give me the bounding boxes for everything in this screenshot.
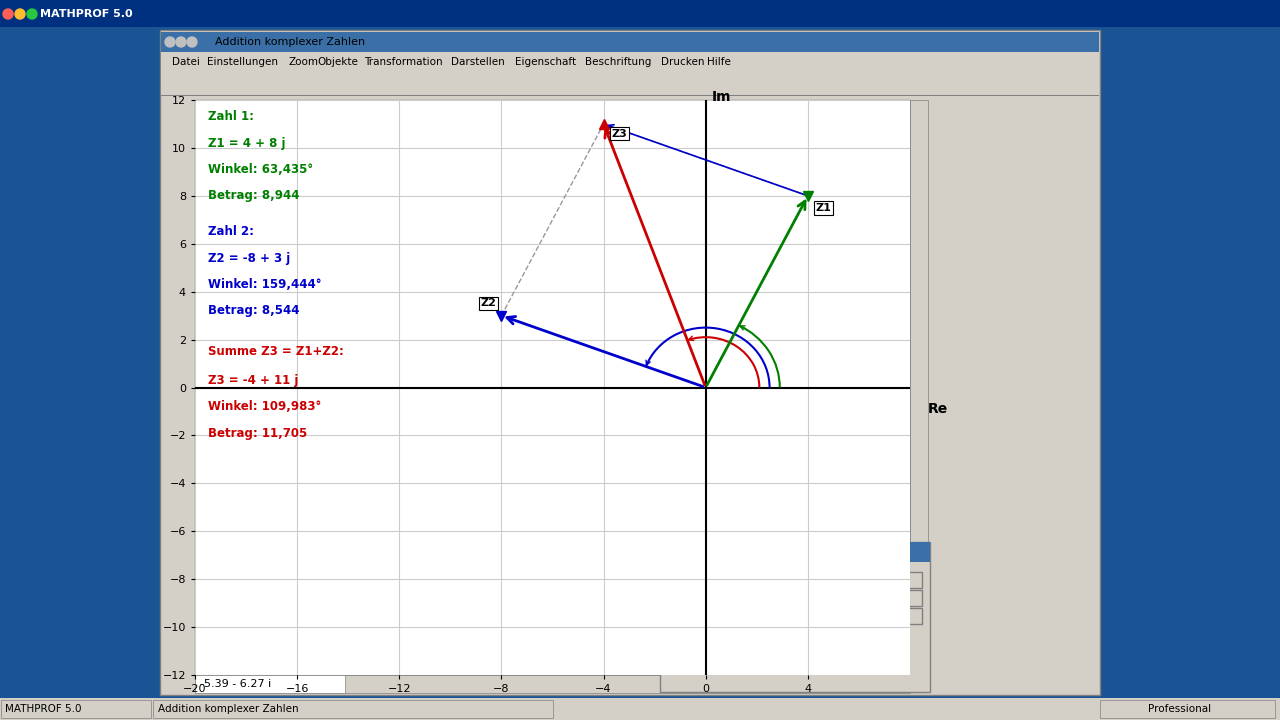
Bar <box>840 572 922 588</box>
Bar <box>840 590 922 606</box>
Text: Hilfe: Hilfe <box>708 57 731 67</box>
Bar <box>0 0 1280 27</box>
Text: Koordinaten: Koordinaten <box>682 629 749 639</box>
Text: Simulation: Simulation <box>852 593 909 603</box>
Bar <box>161 32 1100 52</box>
Bar <box>195 675 346 693</box>
Bar <box>160 30 1100 695</box>
Text: Re: Re <box>928 402 948 416</box>
Circle shape <box>27 9 37 19</box>
Text: MATHPROF 5.0: MATHPROF 5.0 <box>40 9 133 19</box>
Text: -5.39 - 6.27 i: -5.39 - 6.27 i <box>200 679 271 689</box>
Bar <box>1100 700 1275 718</box>
Text: Eigenschaft: Eigenschaft <box>516 57 576 67</box>
Text: Summe Z3 = Z1+Z2:: Summe Z3 = Z1+Z2: <box>207 345 343 358</box>
Circle shape <box>669 577 675 583</box>
Text: Betrag: 11,705: Betrag: 11,705 <box>207 426 307 439</box>
Text: Z2 = -8 + 3 j: Z2 = -8 + 3 j <box>207 251 291 265</box>
Bar <box>667 646 677 656</box>
Text: Im: Im <box>712 91 732 104</box>
Bar <box>195 100 910 675</box>
Text: Drucken: Drucken <box>660 57 704 67</box>
Text: Zoom: Zoom <box>288 57 319 67</box>
Text: Z2: Z2 <box>480 298 497 308</box>
Bar <box>840 608 922 624</box>
Text: Objekte: Objekte <box>317 57 358 67</box>
Text: Transformation: Transformation <box>365 57 443 67</box>
Circle shape <box>187 37 197 47</box>
Text: Beschriftung: Beschriftung <box>585 57 652 67</box>
Text: ✓: ✓ <box>668 646 676 656</box>
Text: Zahl 2:: Zahl 2: <box>207 225 253 238</box>
Circle shape <box>667 592 677 602</box>
Text: Z1: Z1 <box>815 203 832 213</box>
Bar <box>161 72 1100 95</box>
Bar <box>161 95 1100 96</box>
Text: Ausblenden: Ausblenden <box>850 611 911 621</box>
Text: Z1 = 4 + 8 j: Z1 = 4 + 8 j <box>207 137 285 150</box>
Circle shape <box>165 37 175 47</box>
Text: Winkel: 109,983°: Winkel: 109,983° <box>207 400 321 413</box>
Text: Punkte: Punkte <box>863 575 899 585</box>
Bar <box>154 700 553 718</box>
Bar <box>667 612 677 622</box>
Bar <box>161 52 1100 72</box>
Text: Addition komplexer Zahlen: Addition komplexer Zahlen <box>700 547 841 557</box>
Text: Betrag: 8,544: Betrag: 8,544 <box>207 305 300 318</box>
Text: MATHPROF 5.0: MATHPROF 5.0 <box>5 704 82 714</box>
Text: Darstellen: Darstellen <box>452 57 506 67</box>
Circle shape <box>3 9 13 19</box>
Text: Betrag: 8,944: Betrag: 8,944 <box>207 189 300 202</box>
Bar <box>667 629 677 639</box>
Circle shape <box>684 548 692 556</box>
Bar <box>910 100 928 675</box>
Bar <box>195 675 910 693</box>
Text: Winkel: 159,444°: Winkel: 159,444° <box>207 278 321 291</box>
Circle shape <box>177 37 186 47</box>
Bar <box>660 542 931 562</box>
Bar <box>1 700 151 718</box>
Text: Addition komplexer Zahlen: Addition komplexer Zahlen <box>215 37 365 47</box>
Text: Subtraktion: Subtraktion <box>682 592 748 602</box>
Text: Zahl 1:: Zahl 1: <box>207 110 253 123</box>
Bar <box>660 542 931 692</box>
Text: Winkelpfeile: Winkelpfeile <box>682 646 750 656</box>
Circle shape <box>675 548 682 556</box>
Text: P beschriften: P beschriften <box>682 612 755 622</box>
Text: ✓: ✓ <box>668 612 676 622</box>
Text: Addition: Addition <box>682 575 728 585</box>
Text: Addition komplexer Zahlen: Addition komplexer Zahlen <box>157 704 298 714</box>
Text: Professional: Professional <box>1148 704 1212 714</box>
Text: Einstellungen: Einstellungen <box>207 57 278 67</box>
Text: Datei: Datei <box>172 57 200 67</box>
Circle shape <box>667 575 677 585</box>
Text: Winkel: 63,435°: Winkel: 63,435° <box>207 163 312 176</box>
Circle shape <box>15 9 26 19</box>
Circle shape <box>664 548 672 556</box>
Text: Z3: Z3 <box>612 129 627 139</box>
Text: Z3 = -4 + 11 j: Z3 = -4 + 11 j <box>207 374 298 387</box>
Bar <box>0 698 1280 720</box>
